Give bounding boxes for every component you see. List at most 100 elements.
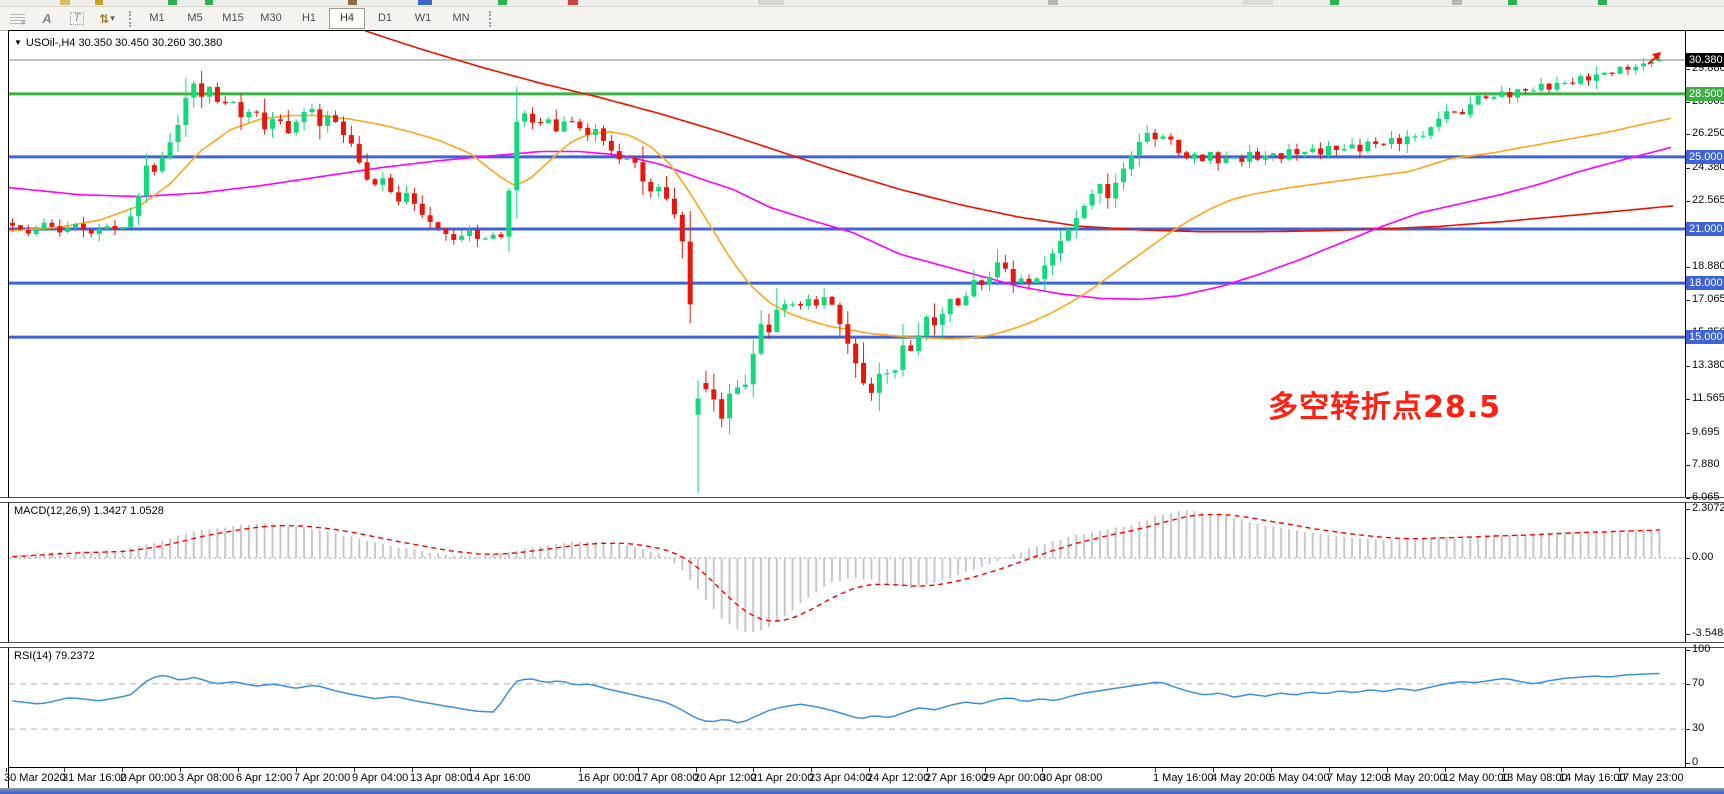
time-axis-tick xyxy=(1619,768,1620,772)
grid-period-tool-icon[interactable]: F xyxy=(4,9,30,28)
time-axis-tick xyxy=(1503,768,1504,772)
rsi-plot-area[interactable] xyxy=(9,646,1685,767)
time-axis-tick xyxy=(869,768,870,772)
arrow-objects-tool-icon[interactable]: ⇅ ▾ xyxy=(94,9,120,28)
panel-splitter-rsi[interactable] xyxy=(0,642,1724,648)
time-axis-tick xyxy=(1561,768,1562,772)
time-axis-tick xyxy=(753,768,754,772)
chevron-down-icon: ▾ xyxy=(110,13,115,23)
timeframe-button-m1[interactable]: M1 xyxy=(149,12,165,24)
time-axis-label: 30 Mar 2020 xyxy=(4,772,66,784)
rsi-axis-tick: 30 xyxy=(1692,722,1705,734)
rsi-indicator-label: RSI(14) 79.2372 xyxy=(14,650,95,662)
time-axis-tick xyxy=(1387,768,1388,772)
toolbar-icon-fragment xyxy=(418,0,432,5)
macd-axis-tick: 2.3072 xyxy=(1692,502,1724,514)
toolbar-icon-fragment xyxy=(205,0,213,5)
timeframe-button-m30[interactable]: M30 xyxy=(260,12,282,24)
ma-red-line xyxy=(364,31,1674,233)
text-label-tool-icon[interactable]: A xyxy=(34,9,60,28)
price-axis-tick-dash xyxy=(1686,366,1690,367)
macd-signal-line xyxy=(12,513,1660,622)
chart-top-border xyxy=(8,30,1724,31)
time-axis-label: 3 Apr 08:00 xyxy=(178,772,235,784)
price-axis-tick: 18.880 xyxy=(1692,260,1724,272)
rsi-axis-tick: 100 xyxy=(1692,643,1711,655)
time-axis-tick xyxy=(1213,768,1214,772)
price-axis-tick: 11.565 xyxy=(1692,392,1724,404)
time-axis-label: 17 May 23:00 xyxy=(1617,772,1684,784)
price-level-badge: 21.000 xyxy=(1686,222,1724,236)
price-axis-tick-dash xyxy=(1686,465,1690,466)
time-axis-label: 20 Apr 12:00 xyxy=(694,772,757,784)
time-axis-tick xyxy=(927,768,928,772)
timeframe-button-w1[interactable]: W1 xyxy=(414,12,432,24)
macd-indicator-label: MACD(12,26,9) 1.3427 1.0528 xyxy=(14,505,164,517)
time-axis-tick xyxy=(64,768,65,772)
timeframe-button-m15[interactable]: M15 xyxy=(222,12,244,24)
time-axis-label: 23 Apr 04:00 xyxy=(809,772,872,784)
price-axis-tick-dash xyxy=(1686,433,1690,434)
time-axis-label: 13 May 08:00 xyxy=(1501,772,1568,784)
chart-title: USOil-,H4 30.350 30.450 30.260 30.380 xyxy=(25,37,223,49)
price-axis-tick-dash xyxy=(1686,300,1690,301)
rsi-axis-tick: 0 xyxy=(1692,756,1699,768)
price-level-badge: 15.000 xyxy=(1686,330,1724,344)
time-axis-label: 30 Apr 08:00 xyxy=(1040,772,1103,784)
time-axis-tick xyxy=(696,768,697,772)
time-axis-label: 27 Apr 16:00 xyxy=(925,772,988,784)
timeframe-button-d1[interactable]: D1 xyxy=(377,12,393,24)
macd-plot-area[interactable] xyxy=(9,501,1685,642)
symbol-dropdown-icon[interactable]: ▼ xyxy=(14,38,22,47)
time-axis-label: 13 Apr 08:00 xyxy=(410,772,473,784)
toolbar-icon-fragment xyxy=(1330,0,1339,5)
time-axis-tick xyxy=(354,768,355,772)
time-axis-tick xyxy=(985,768,986,772)
price-pointer-arrow xyxy=(1647,52,1661,65)
rsi-axis-tick-dash xyxy=(1686,684,1690,685)
macd-histogram xyxy=(11,510,1661,633)
time-axis-tick xyxy=(180,768,181,772)
timeframe-button-h1[interactable]: H1 xyxy=(301,12,317,24)
time-axis-label: 6 May 04:00 xyxy=(1269,772,1330,784)
macd-axis-tick-dash xyxy=(1686,509,1690,510)
toolbar-icon-fragment xyxy=(498,0,507,5)
time-axis-label: 7 Apr 20:00 xyxy=(294,772,351,784)
toolbar-icon-fragment xyxy=(1508,0,1517,5)
price-axis-tick-dash xyxy=(1686,69,1690,70)
price-axis-tick-dash xyxy=(1686,102,1690,103)
time-axis-tick xyxy=(1329,768,1330,772)
arrows-icon: ⇅ xyxy=(99,11,110,26)
time-axis-tick xyxy=(122,768,123,772)
price-axis-tick-dash xyxy=(1686,267,1690,268)
price-level-badge: 25.000 xyxy=(1686,150,1724,164)
toolbar-icon-fragment xyxy=(168,0,177,5)
price-axis-separator xyxy=(1685,30,1686,768)
time-axis-label: 14 Apr 16:00 xyxy=(468,772,531,784)
toolbar-icon-fragment xyxy=(1048,0,1058,5)
timeframe-button-h4[interactable]: H4 xyxy=(329,8,365,29)
letter-a-icon: A xyxy=(42,11,52,26)
time-axis-tick xyxy=(1271,768,1272,772)
main-chart-plot-area[interactable] xyxy=(9,31,1685,497)
timeframe-button-mn[interactable]: MN xyxy=(452,12,470,24)
timeframe-button-m5[interactable]: M5 xyxy=(187,12,203,24)
time-axis-label: 8 May 20:00 xyxy=(1385,772,1446,784)
toolbar-icon-fragment xyxy=(758,0,784,5)
price-axis-tick: 7.880 xyxy=(1692,458,1720,470)
price-axis-tick: 17.065 xyxy=(1692,293,1724,305)
annotation-text: 多空转折点28.5 xyxy=(1268,390,1502,425)
chart-left-border xyxy=(8,30,9,788)
time-axis-label: 2 Apr 00:00 xyxy=(120,772,177,784)
panel-splitter-macd[interactable] xyxy=(0,497,1724,503)
time-axis-label: 12 May 00:00 xyxy=(1443,772,1510,784)
bottom-divider xyxy=(0,788,1724,789)
grid-f-icon: F xyxy=(9,13,26,27)
text-box-tool-icon[interactable]: T xyxy=(64,9,90,28)
bottom-window-edge xyxy=(0,789,1724,794)
price-axis-tick: 24.380 xyxy=(1692,161,1724,173)
price-axis-tick: 13.380 xyxy=(1692,359,1724,371)
ma-magenta-line xyxy=(9,146,1672,301)
